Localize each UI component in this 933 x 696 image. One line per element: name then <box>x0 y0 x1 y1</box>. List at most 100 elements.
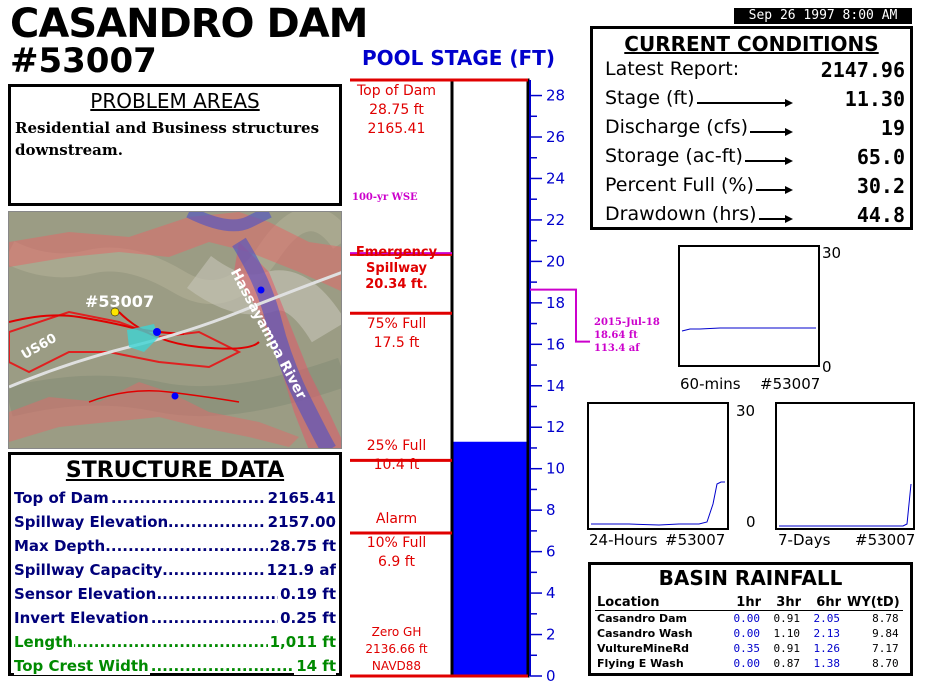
record-stage-label: 2015-Jul-18 18.64 ft 113.4 af <box>594 317 660 354</box>
rainfall-1hr: 0.35 <box>733 642 761 655</box>
rainfall-location: Casandro Dam <box>597 612 687 625</box>
structure-row: ........................................… <box>14 513 336 531</box>
structure-row-value: 121.9 af <box>264 561 336 579</box>
wse-100yr-label: 100-yr WSE <box>352 192 418 203</box>
condition-row: Discharge (cfs) 19 <box>605 116 905 144</box>
condition-row: Drawdown (hrs) 44.8 <box>605 203 905 231</box>
chart-24-label: 24-Hours <box>589 531 658 549</box>
structure-row: ........................................… <box>14 489 336 507</box>
basin-rainfall-table: Location 1hr 3hr 6hr WY(tD) Casandro Dam… <box>595 595 903 671</box>
map-graphic <box>9 212 341 448</box>
rainfall-1hr: 0.00 <box>733 612 761 625</box>
problem-areas-text: Residential and Business structures down… <box>15 119 320 159</box>
arrow-right-icon <box>745 157 793 165</box>
condition-label: Drawdown (hrs) <box>605 203 757 225</box>
structure-row-value: 28.75 ft <box>267 537 336 555</box>
condition-value: 44.8 <box>856 203 905 227</box>
rainfall-6hr: 1.38 <box>813 657 841 670</box>
structure-row: ........................................… <box>14 657 336 675</box>
condition-label: Latest Report: <box>605 58 740 80</box>
axis-tick-label: 22 <box>546 211 565 229</box>
rainfall-6hr: 1.26 <box>813 642 841 655</box>
col-6hr: 6hr <box>804 595 844 611</box>
rainfall-wytd: 9.84 <box>872 627 899 640</box>
chart-7d-label: 7-Days <box>778 531 831 549</box>
condition-label: Stage (ft) <box>605 87 695 109</box>
col-location: Location <box>595 595 726 611</box>
axis-tick-label: 2 <box>546 626 556 644</box>
axis-tick-label: 26 <box>546 128 565 146</box>
structure-row: ........................................… <box>14 585 336 603</box>
pool-water-fill <box>453 441 527 676</box>
condition-row: Percent Full (%) 30.2 <box>605 174 905 202</box>
axis-tick-label: 14 <box>546 377 565 395</box>
structure-row-label: Max Depth <box>14 537 107 555</box>
structure-row: ........................................… <box>14 609 336 627</box>
chart-24-ymax: 30 <box>736 402 756 420</box>
structure-row-label: Spillway Elevation <box>14 513 170 531</box>
condition-label: Percent Full (%) <box>605 174 754 196</box>
full-25-label: 25% Full 10.4 ft <box>366 438 427 473</box>
axis-tick-label: 24 <box>546 169 565 187</box>
zero-gh-label: Zero GH 2136.66 ft NAVD88 <box>365 625 428 673</box>
map-gauge-label: #53007 <box>85 292 155 311</box>
rainfall-3hr: 0.91 <box>773 612 801 625</box>
chart-60-gauge: #53007 <box>760 375 821 393</box>
chart-24-hours-plot <box>591 481 725 526</box>
rainfall-3hr: 0.91 <box>773 642 801 655</box>
structure-row: ........................................… <box>14 561 336 579</box>
chart-7-days <box>775 402 915 530</box>
structure-data-panel: STRUCTURE DATA .........................… <box>8 452 342 676</box>
col-1hr: 1hr <box>726 595 764 611</box>
basin-rainfall-rows: Casandro Dam 0.00 0.91 2.05 8.78 Casandro Was… <box>595 611 903 672</box>
alarm-label: Alarm <box>375 511 418 527</box>
rainfall-wytd: 8.78 <box>872 612 899 625</box>
full-75-label: 75% Full 17.5 ft <box>366 316 427 351</box>
report-timestamp: Sep 26 1997 8:00 AM <box>734 8 912 24</box>
site-map[interactable]: #53007 US60 Hassayampa River <box>8 211 342 449</box>
rainfall-wytd: 8.70 <box>872 657 899 670</box>
current-conditions-heading: CURRENT CONDITIONS <box>624 32 879 56</box>
structure-row-value: 0.25 ft <box>278 609 336 627</box>
axis-tick-label: 10 <box>546 460 565 478</box>
axis-tick-label: 16 <box>546 335 565 353</box>
structure-row-label: Sensor Elevation <box>14 585 158 603</box>
axis-tick-label: 6 <box>546 543 556 561</box>
axis-tick-label: 8 <box>546 501 556 519</box>
rainfall-1hr: 0.00 <box>733 627 761 640</box>
rainfall-location: Flying E Wash <box>597 657 684 670</box>
emergency-spillway-label: Emergency Spillway 20.34 ft. <box>355 245 438 292</box>
condition-row: Storage (ac-ft) 65.0 <box>605 145 905 173</box>
condition-label: Storage (ac-ft) <box>605 145 743 167</box>
top-of-dam-label: Top of Dam 28.75 ft 2165.41 <box>356 83 437 137</box>
axis-tick-label: 28 <box>546 87 565 105</box>
chart-60-label: 60-mins <box>680 375 741 393</box>
chart-60-ymax: 30 <box>822 244 842 262</box>
rainfall-row: Casandro Wash 0.00 1.10 2.13 9.84 <box>595 626 903 641</box>
axis-tick-label: 0 <box>546 667 556 682</box>
rainfall-1hr: 0.00 <box>733 657 761 670</box>
basin-rainfall-heading: BASIN RAINFALL <box>658 566 843 590</box>
structure-row-label: Spillway Capacity <box>14 561 164 579</box>
col-3hr: 3hr <box>764 595 804 611</box>
dam-title: CASANDRO DAM <box>10 1 368 47</box>
condition-row: Latest Report: 2147.96 <box>605 58 905 86</box>
col-wytd: WY(tD) <box>844 595 903 611</box>
structure-row-label: Invert Elevation <box>14 609 150 627</box>
axis-tick-label: 18 <box>546 294 565 312</box>
rainfall-6hr: 2.05 <box>813 612 841 625</box>
condition-value: 19 <box>880 116 905 140</box>
chart-24-gauge: #53007 <box>665 531 726 549</box>
arrow-right-icon <box>756 186 793 194</box>
gauge-id-title: #53007 <box>10 41 157 81</box>
axis-tick-label: 12 <box>546 418 565 436</box>
rainfall-3hr: 0.87 <box>773 657 801 670</box>
rainfall-row: Flying E Wash 0.00 0.87 1.38 8.70 <box>595 656 903 671</box>
rainfall-6hr: 2.13 <box>813 627 841 640</box>
condition-value: 2147.96 <box>820 58 905 82</box>
structure-row-value: 0.19 ft <box>278 585 336 603</box>
record-stage-marker <box>530 288 590 343</box>
current-conditions-panel: CURRENT CONDITIONS Latest Report: 2147.96… <box>590 26 913 230</box>
arrow-right-icon <box>750 128 793 136</box>
rainfall-3hr: 1.10 <box>773 627 801 640</box>
